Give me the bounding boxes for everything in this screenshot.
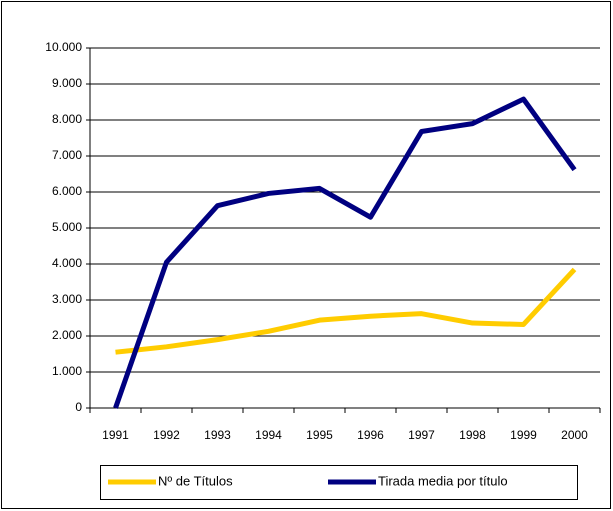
- x-tick-label: 1991: [102, 428, 129, 442]
- x-tick-label: 1993: [204, 428, 231, 442]
- x-tick-label: 1995: [306, 428, 333, 442]
- y-tick-label: 1.000: [52, 364, 82, 378]
- x-tick-label: 1998: [459, 428, 486, 442]
- y-tick-label: 6.000: [52, 184, 82, 198]
- y-tick-label: 4.000: [52, 256, 82, 270]
- line-series: [115, 267, 577, 355]
- y-tick-label: 9.000: [52, 76, 82, 90]
- x-tick-label: 1996: [357, 428, 384, 442]
- legend-label: Nº de Títulos: [158, 473, 233, 488]
- x-tick-label: 1997: [408, 428, 435, 442]
- y-tick-label: 10.000: [45, 40, 82, 54]
- y-tick-label: 0: [75, 400, 82, 414]
- y-tick-label: 2.000: [52, 328, 82, 342]
- y-tick-label: 5.000: [52, 220, 82, 234]
- legend-label: Tirada media por título: [378, 473, 508, 488]
- y-tick-label: 8.000: [52, 112, 82, 126]
- x-tick-label: 1992: [153, 428, 180, 442]
- y-tick-label: 3.000: [52, 292, 82, 306]
- legend-box: [100, 465, 578, 500]
- y-tick-label: 7.000: [52, 148, 82, 162]
- x-tick-label: 1994: [255, 428, 282, 442]
- x-tick-label: 1999: [510, 428, 537, 442]
- line-series: [113, 96, 577, 409]
- x-tick-label: 2000: [561, 428, 588, 442]
